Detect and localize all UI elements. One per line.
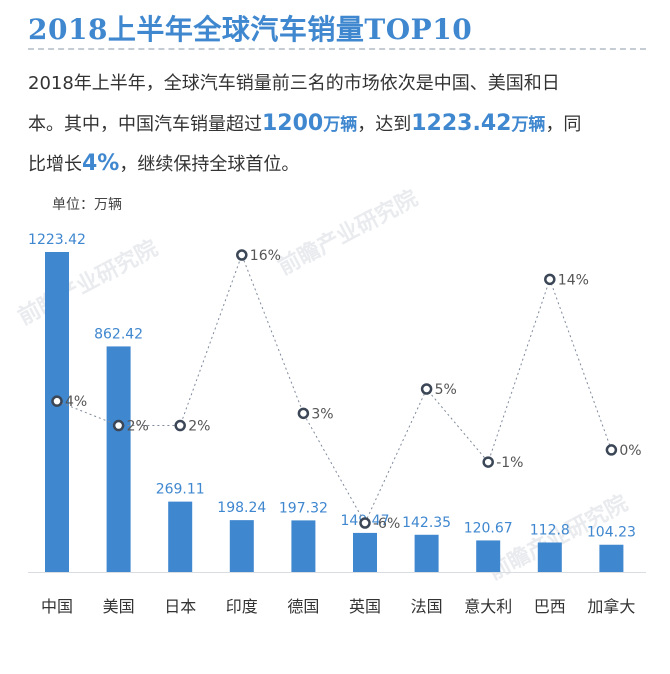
growth-marker-8: [544, 273, 556, 286]
category-label-6: 法国: [411, 597, 443, 616]
bar-9: [599, 544, 624, 572]
desc-highlight-total: 1223.42: [411, 111, 512, 136]
desc-highlight-1200: 1200: [262, 111, 324, 136]
bar-value-label-3: 198.24: [217, 500, 266, 516]
category-label-9: 加拿大: [587, 597, 635, 616]
category-label-2: 日本: [164, 597, 196, 616]
bar-7: [476, 540, 501, 572]
unit-label: 单位：万辆: [52, 197, 122, 213]
desc-text: 本。其中，中国汽车销量超过: [28, 114, 262, 135]
category-label-5: 英国: [349, 597, 381, 616]
bar-3: [229, 520, 254, 572]
growth-label-8: 14%: [558, 272, 589, 288]
title-divider: [28, 48, 646, 50]
growth-marker-0: [51, 395, 63, 407]
growth-label-1: 2%: [127, 419, 149, 435]
growth-label-7: -1%: [496, 455, 523, 471]
chart-title: 2018上半年全球汽车销量TOP10: [28, 13, 473, 46]
growth-label-4: 3%: [311, 406, 333, 422]
category-label-7: 意大利: [464, 597, 512, 616]
growth-label-0: 4%: [65, 394, 87, 410]
growth-marker-2: [174, 419, 186, 432]
category-label-4: 德国: [287, 597, 319, 616]
bar-value-label-7: 120.67: [464, 520, 513, 536]
desc-text: ，继续保持全球首位。: [119, 154, 300, 175]
bar-1: [106, 346, 131, 572]
bar-8: [537, 542, 562, 572]
growth-marker-1: [112, 419, 125, 432]
bar-value-label-9: 104.23: [587, 525, 636, 541]
growth-label-5: -6%: [373, 516, 400, 532]
growth-label-6: 5%: [435, 382, 457, 398]
growth-marker-3: [236, 249, 248, 261]
desc-highlight-growth: 4%: [82, 151, 120, 176]
desc-unit: 万辆: [511, 115, 546, 135]
category-label-1: 美国: [103, 597, 135, 616]
description-line-2: 本。其中，中国汽车销量超过1200万辆，达到1223.42万辆，同: [28, 104, 648, 144]
description-line-3: 比增长4%，继续保持全球首位。: [28, 144, 648, 184]
bar-4: [291, 520, 316, 572]
growth-label-3: 16%: [250, 248, 281, 264]
growth-label-9: 0%: [619, 443, 641, 459]
description-line-1: 2018年上半年，全球汽车销量前三名的市场依次是中国、美国和日: [28, 73, 560, 94]
bar-value-label-1: 862.42: [94, 326, 143, 342]
category-label-3: 印度: [226, 597, 258, 616]
bar-value-label-8: 112.8: [530, 522, 570, 538]
growth-label-2: 2%: [188, 419, 210, 435]
category-label-0: 中国: [41, 597, 73, 616]
growth-marker-6: [420, 383, 433, 395]
bar-value-label-0: 1223.42: [28, 232, 86, 248]
desc-text: ，达到: [357, 114, 412, 135]
bar-value-label-4: 197.32: [279, 500, 328, 516]
desc-text: 比增长: [28, 154, 82, 175]
growth-marker-9: [605, 444, 618, 456]
bar-0: [45, 252, 69, 572]
bar-2: [168, 501, 193, 572]
growth-marker-4: [297, 407, 310, 420]
growth-marker-7: [482, 456, 494, 468]
growth-line: [56, 253, 612, 525]
bar-5: [353, 532, 377, 572]
desc-text: ，同: [545, 114, 582, 135]
growth-marker-5: [359, 517, 371, 529]
bar-6: [414, 534, 439, 572]
bar-value-label-2: 269.11: [156, 482, 205, 498]
category-label-8: 巴西: [534, 597, 566, 616]
chart-description: 2018年上半年，全球汽车销量前三名的市场依次是中国、美国和日 本。其中，中国汽…: [28, 64, 648, 184]
bar-value-label-6: 142.35: [402, 515, 451, 531]
desc-unit: 万辆: [323, 115, 358, 135]
